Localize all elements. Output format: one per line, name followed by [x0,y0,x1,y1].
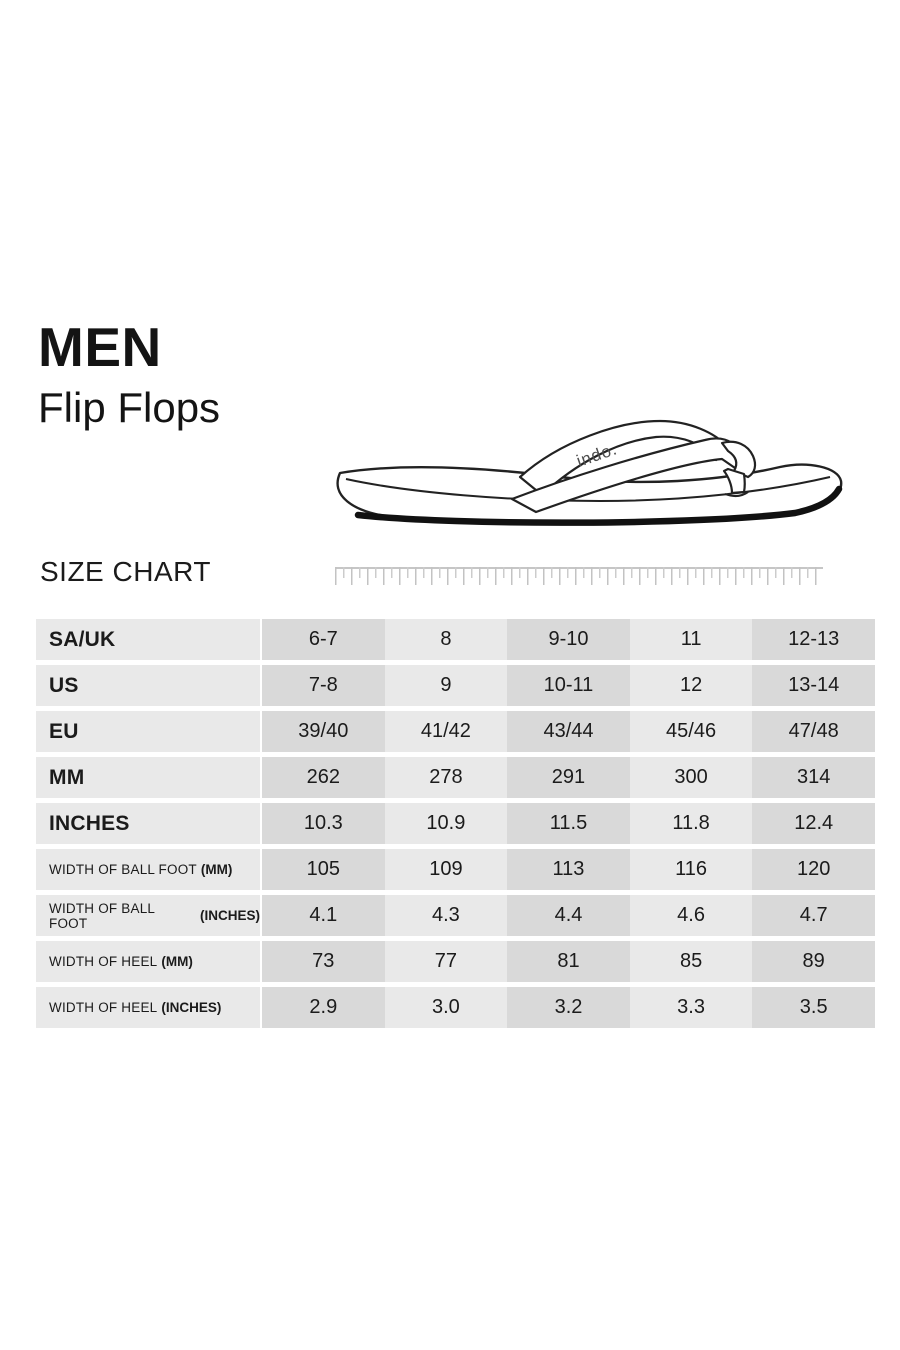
size-cell: 314 [752,757,875,798]
size-cell: 116 [629,849,753,890]
strap-knot [720,440,757,479]
title-block: MEN Flip Flops [38,320,220,429]
thong-post [722,467,746,495]
size-cell: 105 [262,849,385,890]
table-row-heel-mm: WIDTH OF HEEL (MM) 73 77 81 85 89 [36,941,875,982]
size-cell: 4.3 [384,895,508,936]
size-cell: 45/46 [629,711,753,752]
table-row-ball-foot-mm: WIDTH OF BALL FOOT (MM) 105 109 113 116 1… [36,849,875,890]
size-cell: 13-14 [752,665,875,706]
size-cell: 291 [507,757,630,798]
size-cell: 4.6 [629,895,753,936]
size-cell: 9-10 [507,619,630,660]
row-label: INCHES [36,803,260,844]
size-cell: 3.5 [752,987,875,1028]
size-cell: 11 [629,619,753,660]
size-cell: 43/44 [507,711,630,752]
thong-foot-line [724,491,749,498]
size-cell: 2.9 [262,987,385,1028]
size-cell: 77 [384,941,508,982]
table-row-heel-inches: WIDTH OF HEEL (INCHES) 2.9 3.0 3.2 3.3 3.… [36,987,875,1028]
sole-bottom-stripe [354,485,843,526]
table-row-us: US 7-8 9 10-11 12 13-14 [36,665,875,706]
size-cell: 4.7 [752,895,875,936]
row-label: US [36,665,260,706]
size-cell: 109 [384,849,508,890]
row-label: EU [36,711,260,752]
size-cell: 113 [507,849,630,890]
row-label: WIDTH OF HEEL (MM) [36,941,260,982]
size-cell: 12 [629,665,753,706]
size-cell: 39/40 [262,711,385,752]
size-cell: 81 [507,941,630,982]
page-title: MEN [38,316,162,378]
size-cell: 6-7 [262,619,385,660]
table-row-mm: MM 262 278 291 300 314 [36,757,875,798]
size-cell: 47/48 [752,711,875,752]
size-cell: 300 [629,757,753,798]
deck-inner-line [345,476,831,503]
row-label: WIDTH OF BALL FOOT (INCHES) [36,895,260,936]
page-subtitle: Flip Flops [38,384,221,431]
size-cell: 12.4 [752,803,875,844]
size-cell: 9 [384,665,508,706]
size-cell: 120 [752,849,875,890]
ruler-ticks-short [343,567,823,578]
size-cell: 41/42 [384,711,508,752]
size-cell: 10-11 [507,665,630,706]
size-cell: 12-13 [752,619,875,660]
row-label: SA/UK [36,619,260,660]
size-cell: 4.1 [262,895,385,936]
size-cell: 8 [384,619,508,660]
flip-flop-line-art: indo. [336,419,843,526]
size-cell: 10.3 [262,803,385,844]
table-row-eu: EU 39/40 41/42 43/44 45/46 47/48 [36,711,875,752]
size-cell: 3.2 [507,987,630,1028]
row-label: MM [36,757,260,798]
size-cell: 85 [629,941,753,982]
size-cell: 89 [752,941,875,982]
section-heading: SIZE CHART [40,556,211,587]
size-cell: 4.4 [507,895,630,936]
table-row-inches: INCHES 10.3 10.9 11.5 11.8 12.4 [36,803,875,844]
size-cell: 10.9 [384,803,508,844]
table-row-ball-foot-inches: WIDTH OF BALL FOOT (INCHES) 4.1 4.3 4.4 4… [36,895,875,936]
size-cell: 3.0 [384,987,508,1028]
size-cell: 73 [262,941,385,982]
row-label: WIDTH OF BALL FOOT (MM) [36,849,260,890]
size-cell: 11.5 [507,803,630,844]
ruler-graphic [335,567,823,586]
size-table: SA/UK 6-7 8 9-10 11 12-13 US 7-8 9 10-11… [36,619,875,1028]
size-cell: 278 [384,757,508,798]
flip-flop-illustration: indo. [330,415,850,540]
size-cell: 3.3 [629,987,753,1028]
size-cell: 7-8 [262,665,385,706]
table-row-sa-uk: SA/UK 6-7 8 9-10 11 12-13 [36,619,875,660]
size-cell: 11.8 [629,803,753,844]
size-cell: 262 [262,757,385,798]
row-label: WIDTH OF HEEL (INCHES) [36,987,260,1028]
